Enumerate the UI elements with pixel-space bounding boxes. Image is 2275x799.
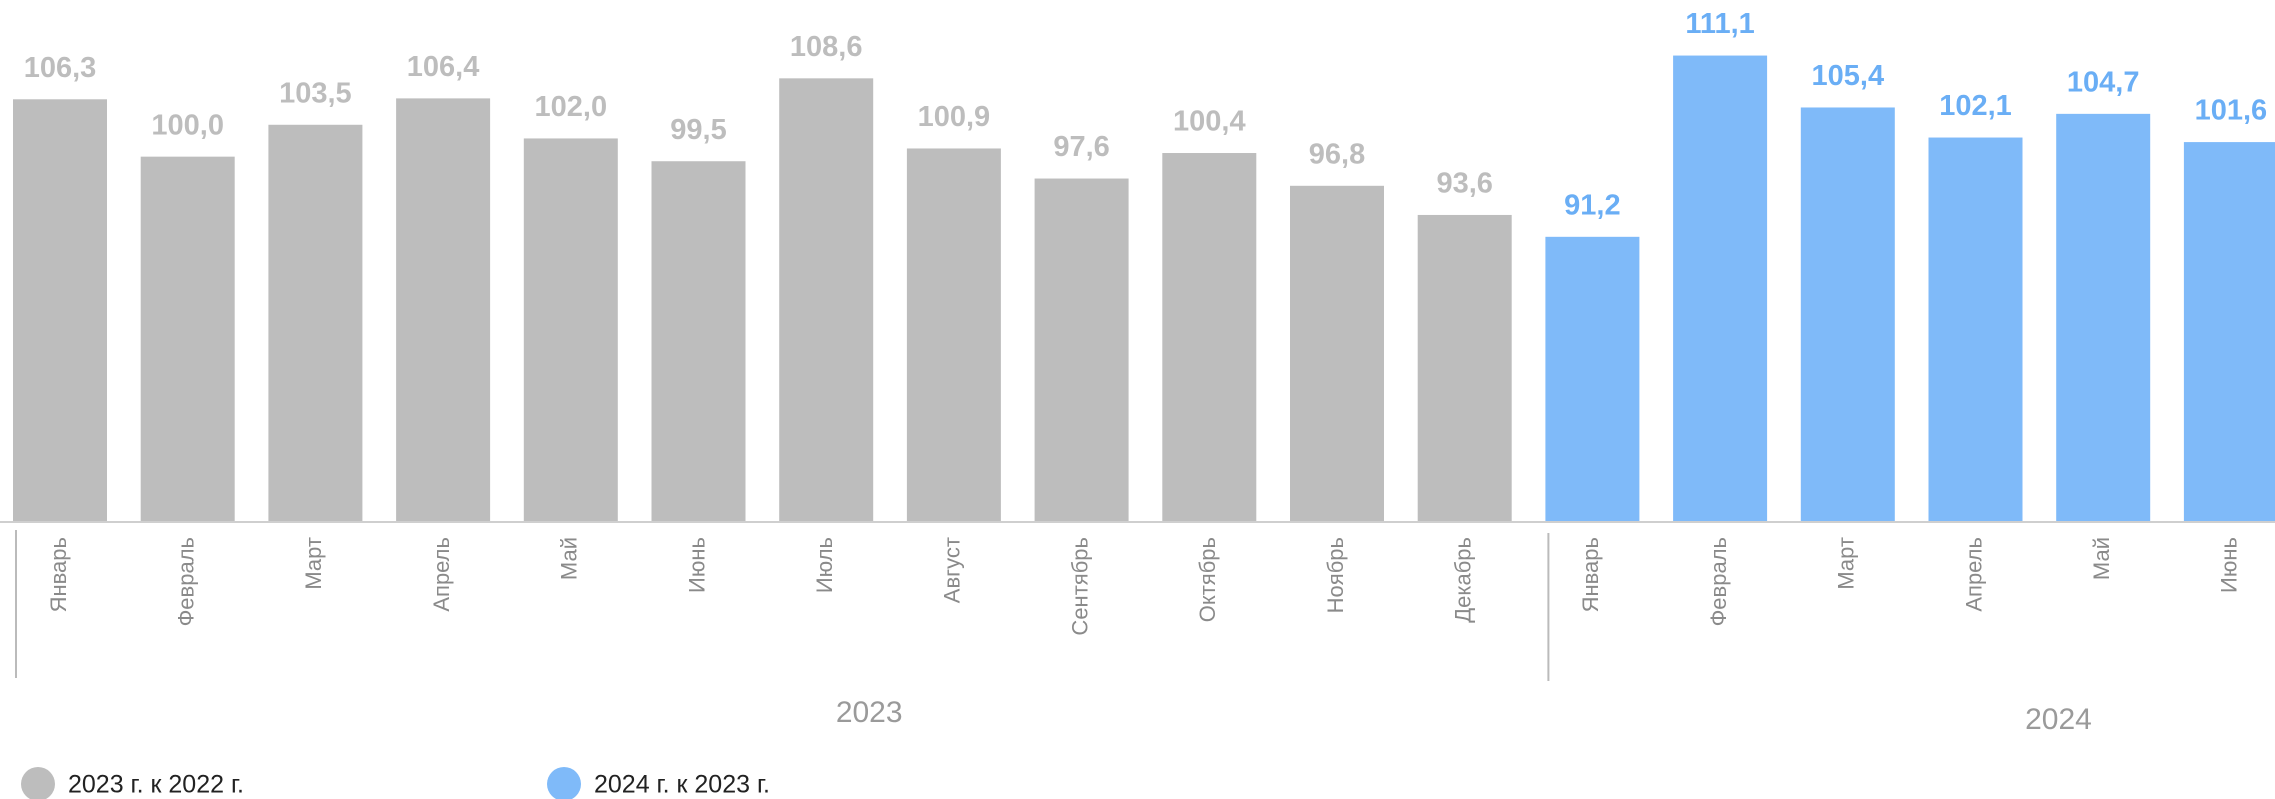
value-label: 102,0 [535, 91, 608, 123]
bar [1290, 185, 1384, 521]
x-tick-label: Январь [1578, 537, 1603, 612]
value-label: 101,6 [2195, 95, 2268, 127]
value-label: 105,4 [1812, 60, 1885, 92]
value-label: 100,4 [1173, 106, 1246, 138]
legend-marker [21, 767, 55, 799]
value-label: 106,3 [24, 52, 97, 84]
bar [651, 161, 746, 521]
x-tick-label: Июнь [2217, 537, 2242, 593]
value-label: 99,5 [670, 114, 726, 146]
bar [1928, 137, 2023, 521]
bar [1034, 178, 1129, 521]
value-label: 106,4 [407, 51, 480, 83]
x-tick-label: Июль [812, 537, 837, 593]
x-tick-label: Июнь [684, 537, 709, 593]
group-label: 2023 [836, 696, 903, 729]
value-label: 108,6 [790, 31, 863, 63]
bar [1545, 236, 1640, 521]
x-tick-label: Ноябрь [1323, 537, 1348, 613]
bar [1417, 214, 1512, 521]
value-label: 93,6 [1436, 168, 1492, 200]
value-label: 100,9 [918, 101, 991, 133]
x-tick-label: Октябрь [1195, 537, 1220, 622]
x-tick-label: Май [557, 537, 582, 580]
bar [140, 156, 235, 521]
x-tick-label: Март [301, 537, 326, 590]
bar [523, 138, 618, 521]
x-tick-label: Апрель [1961, 537, 1986, 612]
bar [1673, 55, 1768, 521]
x-tick-label: Февраль [1706, 537, 1731, 626]
x-tick-label: Март [1834, 537, 1859, 590]
bar [396, 98, 491, 521]
value-label: 100,0 [151, 109, 224, 141]
value-label: 91,2 [1564, 189, 1620, 221]
x-tick-label: Май [2089, 537, 2114, 580]
bar [2183, 142, 2275, 521]
value-label: 103,5 [279, 77, 352, 109]
group-label: 2024 [2025, 703, 2092, 736]
legend-label: 2024 г. к 2023 г. [594, 771, 770, 799]
x-tick-label: Февраль [174, 537, 199, 626]
legend-marker [547, 767, 581, 799]
legend-label: 2023 г. к 2022 г. [68, 771, 244, 799]
bar [13, 99, 107, 522]
x-tick-label: Январь [46, 537, 71, 612]
bar [906, 148, 1001, 521]
value-label: 96,8 [1309, 138, 1365, 170]
value-label: 104,7 [2067, 67, 2140, 99]
value-label: 102,1 [1939, 90, 2012, 122]
value-label: 111,1 [1685, 8, 1754, 40]
bar [2056, 113, 2151, 522]
bar [779, 78, 874, 522]
bar [268, 124, 363, 521]
x-tick-label: Апрель [429, 537, 454, 612]
bar [1162, 153, 1257, 521]
x-tick-label: Сентябрь [1067, 537, 1092, 636]
x-tick-label: Август [940, 537, 965, 603]
value-label: 97,6 [1053, 131, 1109, 163]
x-tick-label: Декабрь [1451, 537, 1476, 623]
bar [1800, 107, 1895, 522]
